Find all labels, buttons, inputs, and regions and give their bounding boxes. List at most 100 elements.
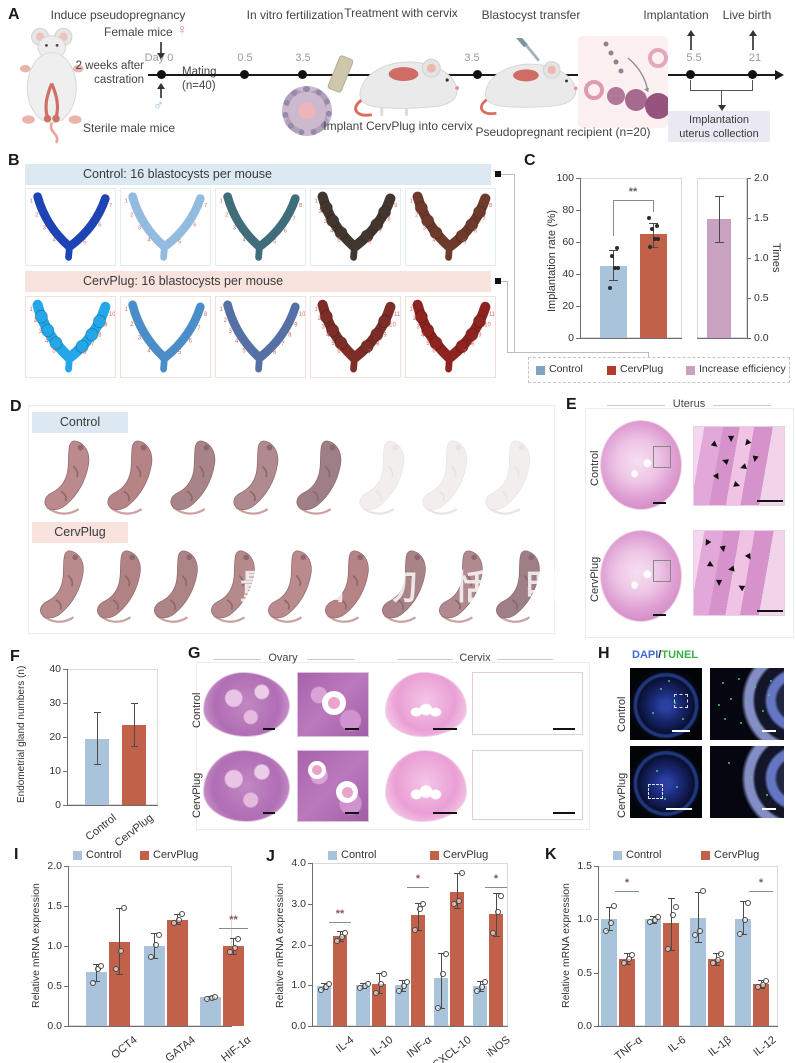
castration-label-1: 2 weeks after [75, 60, 144, 72]
x-category-label: IL-10 [368, 1034, 396, 1059]
connector-line [501, 281, 507, 282]
uterus-inset-control: ▶ ▶ ▶ ▶ ▶ ▶ ▶ ▶ [693, 426, 785, 506]
y-tick-label: 0.0 [577, 1020, 592, 1032]
tunel-speck [754, 686, 756, 688]
svg-text:6: 6 [193, 223, 196, 229]
y-tick [747, 218, 751, 219]
error-bar [718, 195, 720, 242]
x-axis [68, 1026, 232, 1027]
svg-text:1: 1 [220, 198, 223, 204]
blastocyst-transfer-inset [578, 36, 671, 128]
uterus-image: 1 2 3 4 5 6 7 8 9 10 11 [405, 296, 496, 378]
legend-swatch-control [613, 851, 622, 860]
data-point [744, 899, 751, 906]
step-title-treatment: Treatment with cervix [344, 6, 458, 20]
svg-text:2: 2 [130, 212, 133, 218]
sig-label: * [758, 876, 764, 889]
data-point [171, 920, 177, 927]
data-point [672, 904, 679, 911]
y-tick [64, 906, 68, 907]
sig-line [749, 890, 773, 892]
pup-graphic [485, 440, 531, 515]
error-cap [320, 983, 328, 985]
y-tick-label: 0.0 [754, 332, 769, 344]
data-point [419, 901, 426, 908]
y-tick-label: 0.5 [754, 292, 769, 304]
svg-text:6: 6 [284, 228, 287, 234]
error-cap [151, 958, 158, 959]
uterus-inset-cervplug: ▶ ▶ ▶ ▶ ▶ ▶ ▶ [693, 530, 785, 616]
implantation-arrow-head-icon [687, 30, 695, 36]
svg-text:8: 8 [471, 342, 475, 348]
svg-text:8: 8 [98, 332, 102, 338]
svg-text:3: 3 [324, 219, 327, 225]
mating-n-label: (n=40) [182, 80, 216, 92]
y-tick-label: 20 [562, 300, 574, 312]
pup-graphic [325, 550, 369, 623]
svg-text:9: 9 [294, 323, 297, 329]
column-title-cervix: Cervix [459, 652, 491, 664]
data-point [442, 950, 449, 957]
svg-text:6: 6 [432, 348, 436, 354]
data-point [179, 910, 185, 917]
legend-swatch-cervplug [430, 851, 439, 860]
bar [450, 891, 464, 1026]
error-cap [93, 711, 101, 713]
data-point [628, 952, 635, 959]
pup-graphic [496, 550, 540, 623]
svg-text:7: 7 [482, 216, 485, 222]
error-cap [375, 993, 383, 995]
y-tick-label: 2.0 [291, 938, 306, 951]
svg-text:7: 7 [197, 326, 200, 332]
y-tick [576, 274, 580, 275]
svg-text:5: 5 [242, 348, 246, 354]
panel-e-box [585, 408, 794, 638]
data-point [148, 953, 154, 960]
error-bar [96, 963, 97, 982]
arrowhead-icon: ▶ [720, 456, 730, 467]
pup-graphic [44, 440, 90, 515]
svg-text:11: 11 [394, 312, 400, 318]
bar [753, 984, 769, 1026]
pup-graphic [439, 550, 483, 623]
legend-swatch-cervplug [701, 851, 710, 860]
error-cap [739, 901, 747, 903]
tunel-speck [668, 680, 670, 682]
pup-row-header: CervPlug [32, 522, 128, 543]
error-cap [398, 980, 406, 982]
data-point [614, 246, 619, 251]
tunel-speck [762, 710, 764, 712]
data-point [494, 909, 501, 916]
scale-bar [666, 808, 692, 810]
svg-text:3: 3 [39, 329, 43, 335]
panel-b-label: B [8, 152, 20, 169]
y-tick [576, 242, 580, 243]
data-point [699, 888, 706, 895]
time-21: 21 [748, 52, 762, 64]
data-point [691, 931, 698, 938]
svg-text:7: 7 [379, 228, 382, 234]
error-cap [414, 930, 422, 932]
y-tick [576, 210, 580, 211]
step-title-live-birth: Live birth [722, 8, 772, 22]
svg-text:8: 8 [489, 203, 492, 209]
y-tick-label: 1.0 [291, 979, 306, 992]
pup-image [150, 546, 204, 626]
pup-image [40, 436, 96, 518]
y-tick-label: 0.0 [291, 1020, 306, 1032]
timeline [148, 74, 776, 76]
data-point [620, 959, 627, 966]
tunel-speck [656, 770, 658, 772]
connector-dot-cervplug [495, 278, 501, 284]
bar [167, 919, 188, 1026]
y-tick [308, 944, 312, 946]
row-label-cervplug: CervPlug [191, 772, 203, 818]
data-point [403, 978, 410, 985]
legend-label: Control [341, 849, 377, 861]
legend-label: CervPlug [620, 363, 664, 375]
ovary-inset-cervplug [297, 750, 369, 822]
data-point [647, 244, 652, 249]
timeline-node-35b [473, 70, 482, 79]
